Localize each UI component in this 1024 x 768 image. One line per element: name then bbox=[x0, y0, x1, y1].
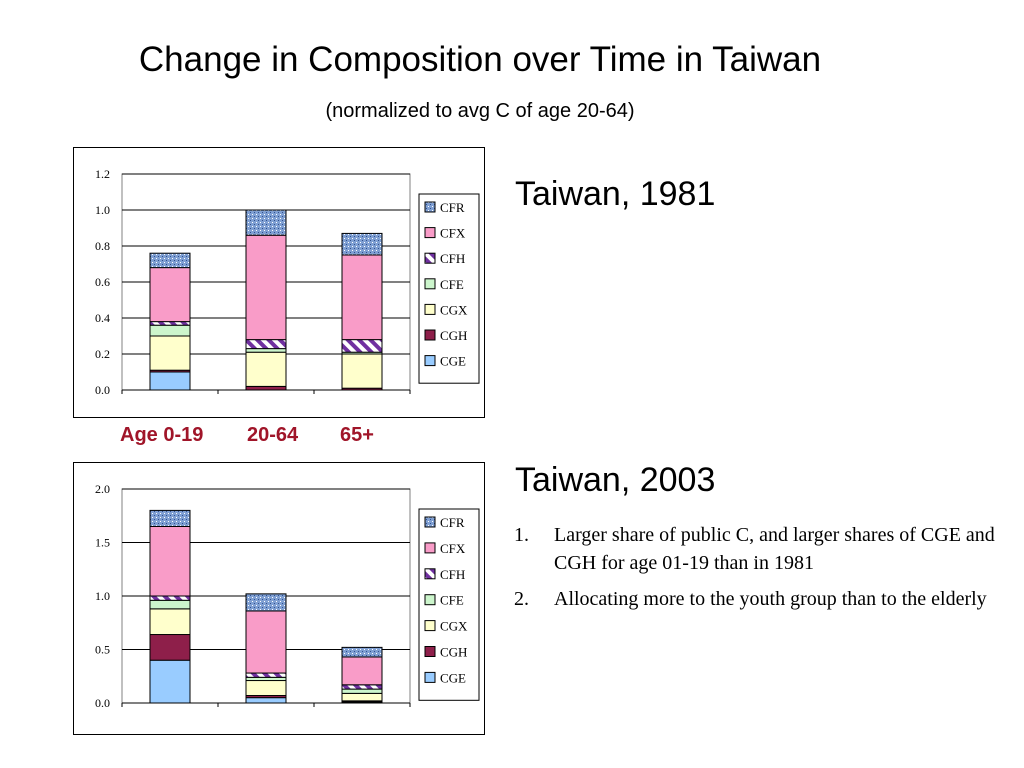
y-tick-label: 1.5 bbox=[95, 536, 110, 550]
legend-label-cfh: CFH bbox=[440, 567, 465, 582]
bar-segment-cfx bbox=[245, 234, 287, 341]
bar-segment-cfx bbox=[341, 254, 383, 341]
bar-segment-cfe bbox=[149, 599, 191, 610]
note-item: 1. Larger share of public C, and larger … bbox=[514, 521, 998, 577]
legend-swatch-cge bbox=[424, 671, 436, 683]
bar-segment-cfr bbox=[245, 593, 287, 612]
legend-label-cge: CGE bbox=[440, 670, 466, 685]
bar-segment-cgx bbox=[341, 692, 383, 702]
bar-segment-cgx bbox=[341, 353, 383, 389]
note-number: 1. bbox=[514, 524, 529, 546]
y-tick-label: 2.0 bbox=[95, 482, 110, 496]
legend-swatch-cfh bbox=[424, 252, 436, 264]
legend-swatch-cfe bbox=[424, 594, 436, 606]
bar-segment-cgh bbox=[245, 385, 287, 391]
legend-label-cfh: CFH bbox=[440, 251, 465, 266]
bar-segment-cfh bbox=[245, 672, 287, 678]
bar-segment-cfr bbox=[149, 509, 191, 527]
legend-label-cfx: CFX bbox=[440, 541, 466, 556]
bar-segment-cgh bbox=[149, 634, 191, 661]
legend-label-cfe: CFE bbox=[440, 277, 464, 292]
slide-subtitle: (normalized to avg C of age 20-64) bbox=[325, 100, 635, 122]
bar-segment-cfx bbox=[149, 525, 191, 597]
legend-swatch-cfe bbox=[424, 278, 436, 290]
note-number: 2. bbox=[514, 588, 529, 610]
notes-list: 1. Larger share of public C, and larger … bbox=[514, 521, 998, 621]
bar-segment-cfx bbox=[341, 656, 383, 686]
bar-segment-cfx bbox=[149, 267, 191, 323]
chart-2003: 0.0 0.5 1.0 1.5 2.0 CFR CFX CFH CFE CGX CGH CGE bbox=[73, 462, 485, 735]
legend-swatch-cgh bbox=[424, 646, 436, 657]
bar-segment-cfr bbox=[341, 646, 383, 658]
y-tick-label: 0.0 bbox=[95, 696, 110, 710]
legend-swatch-cgx bbox=[424, 303, 436, 315]
legend-swatch-cfx bbox=[424, 542, 436, 554]
bar-segment-cfx bbox=[245, 610, 287, 674]
y-tick-label: 0.8 bbox=[95, 239, 110, 253]
y-tick-label: 0.4 bbox=[95, 311, 110, 325]
bar-segment-cfh bbox=[149, 595, 191, 601]
heading-taiwan-1981: Taiwan, 1981 bbox=[515, 175, 716, 213]
chart-1981: 0.0 0.2 0.4 0.6 0.8 1.0 1.2 CFR CFX CFH CFE CGX CGH C… bbox=[73, 147, 485, 418]
bar-segment-cge bbox=[149, 371, 191, 391]
legend-swatch-cfx bbox=[424, 227, 436, 239]
bar-segment-cfr bbox=[341, 232, 383, 256]
chart-2003-svg: 0.0 0.5 1.0 1.5 2.0 CFR CFX CFH CFE CGX CGH CGE bbox=[95, 482, 480, 710]
legend-swatch-cfr bbox=[424, 516, 436, 528]
age-label-0-19: Age 0-19 bbox=[120, 424, 204, 446]
bar-segment-cfe bbox=[341, 688, 383, 694]
y-tick-label: 1.0 bbox=[95, 203, 110, 217]
legend-swatch-cfr bbox=[424, 201, 436, 213]
y-tick-label: 0.6 bbox=[95, 275, 110, 289]
note-text: Allocating more to the youth group than … bbox=[554, 588, 987, 610]
legend-label-cgx: CGX bbox=[440, 302, 468, 317]
bar-segment-cfr bbox=[245, 209, 287, 236]
legend-label-cfr: CFR bbox=[440, 515, 465, 530]
bar-segment-cgx bbox=[149, 608, 191, 636]
legend-swatch-cfh bbox=[424, 568, 436, 580]
bar-segment-cgx bbox=[245, 680, 287, 697]
slide-title: Change in Composition over Time in Taiwa… bbox=[138, 40, 822, 79]
bar-segment-cfe bbox=[245, 348, 287, 353]
legend-label-cgx: CGX bbox=[440, 619, 468, 634]
y-tick-label: 0.2 bbox=[95, 347, 110, 361]
note-text: Larger share of public C, and larger sha… bbox=[554, 524, 995, 574]
y-tick-label: 0.0 bbox=[95, 383, 110, 397]
legend-label-cfe: CFE bbox=[440, 593, 464, 608]
chart-1981-svg: 0.0 0.2 0.4 0.6 0.8 1.0 1.2 CFR CFX CFH CFE CGX CGH C… bbox=[95, 167, 480, 397]
legend-swatch-cgh bbox=[424, 329, 436, 341]
heading-taiwan-2003: Taiwan, 2003 bbox=[515, 461, 716, 499]
bar-segment-cfh bbox=[341, 339, 383, 353]
legend-label-cge: CGE bbox=[440, 354, 466, 369]
legend-label-cgh: CGH bbox=[440, 645, 467, 660]
age-group-labels: Age 0-19 20-64 65+ bbox=[0, 424, 420, 452]
bar-segment-cfe bbox=[149, 324, 191, 337]
y-tick-label: 0.5 bbox=[95, 643, 110, 657]
bar-segment-cgx bbox=[149, 335, 191, 371]
legend-label-cfr: CFR bbox=[440, 200, 465, 215]
legend-label-cgh: CGH bbox=[440, 328, 467, 343]
bar-segment-cgx bbox=[245, 351, 287, 387]
bar-segment-cfh bbox=[341, 684, 383, 690]
bar-segment-cfr bbox=[149, 252, 191, 269]
bar-segment-cge bbox=[245, 697, 287, 704]
legend-swatch-cge bbox=[424, 355, 436, 367]
legend-swatch-cgx bbox=[424, 620, 436, 632]
age-label-20-64: 20-64 bbox=[247, 424, 299, 446]
bar-segment-cfh bbox=[245, 339, 287, 350]
note-item: 2. Allocating more to the youth group th… bbox=[514, 585, 998, 613]
age-label-65-plus: 65+ bbox=[340, 424, 374, 446]
legend-label-cfx: CFX bbox=[440, 226, 466, 241]
y-tick-label: 1.2 bbox=[95, 167, 110, 181]
bar-segment-cfh bbox=[149, 321, 191, 326]
y-tick-label: 1.0 bbox=[95, 589, 110, 603]
bar-segment-cge bbox=[149, 659, 191, 704]
